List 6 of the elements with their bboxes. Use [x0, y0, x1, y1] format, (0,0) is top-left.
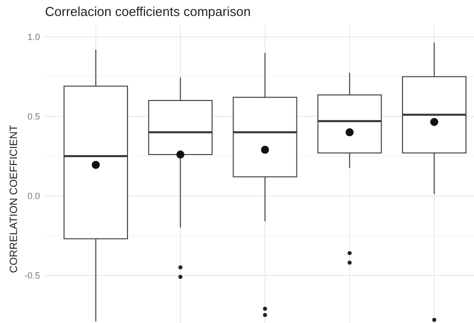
- y-tick-label: 1.0: [27, 32, 40, 42]
- y-tick-label: 0.5: [27, 112, 40, 122]
- y-tick-label: -0.5: [24, 270, 40, 280]
- chart-title: Correlacion coefficients comparison: [45, 4, 251, 19]
- y-axis-title: CORRELATION COEFFICIENT: [8, 124, 20, 273]
- y-tick-label: 0.0: [27, 191, 40, 202]
